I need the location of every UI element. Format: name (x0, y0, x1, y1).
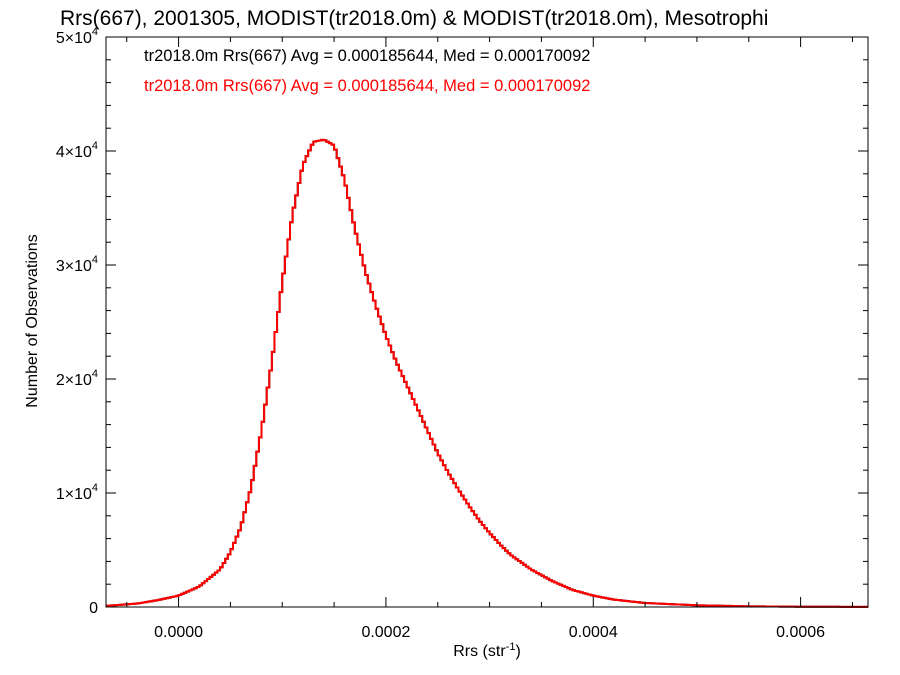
y-axis-label: Number of Observations (24, 234, 41, 407)
x-tick-label: 0.0006 (776, 624, 825, 641)
x-tick-labels: 0.0000 0.0002 0.0004 0.0006 (154, 624, 825, 641)
x-axis-label-main: Rrs (str (453, 643, 506, 660)
x-tick-label: 0.0000 (154, 624, 203, 641)
x-axis-label: Rrs (str-1) (453, 641, 521, 660)
x-tick-label: 0.0002 (361, 624, 410, 641)
x-axis-label-close: ) (515, 643, 520, 660)
series-layer (106, 138, 868, 608)
plot-frame (105, 36, 869, 608)
y-tick-labels: 0 1×104 2×104 3×104 4×104 5×104 (56, 26, 98, 617)
y-tick-label: 1×104 (56, 482, 98, 503)
annotation-black: tr2018.0m Rrs(667) Avg = 0.000185644, Me… (144, 47, 590, 65)
x-axis-label-sup: -1 (506, 641, 516, 653)
series-line-0 (106, 138, 868, 608)
series-line-1 (106, 138, 868, 608)
tick-layer (106, 36, 868, 608)
y-tick-label: 0 (89, 600, 98, 617)
x-tick-label: 0.0004 (569, 624, 618, 641)
chart-title: Rrs(667), 2001305, MODIST(tr2018.0m) & M… (60, 7, 768, 30)
y-tick-label: 4×104 (56, 140, 98, 161)
annotation-red: tr2018.0m Rrs(667) Avg = 0.000185644, Me… (144, 77, 590, 95)
y-tick-label: 5×104 (56, 26, 98, 47)
y-tick-label: 2×104 (56, 368, 98, 389)
y-tick-label: 3×104 (56, 254, 98, 275)
